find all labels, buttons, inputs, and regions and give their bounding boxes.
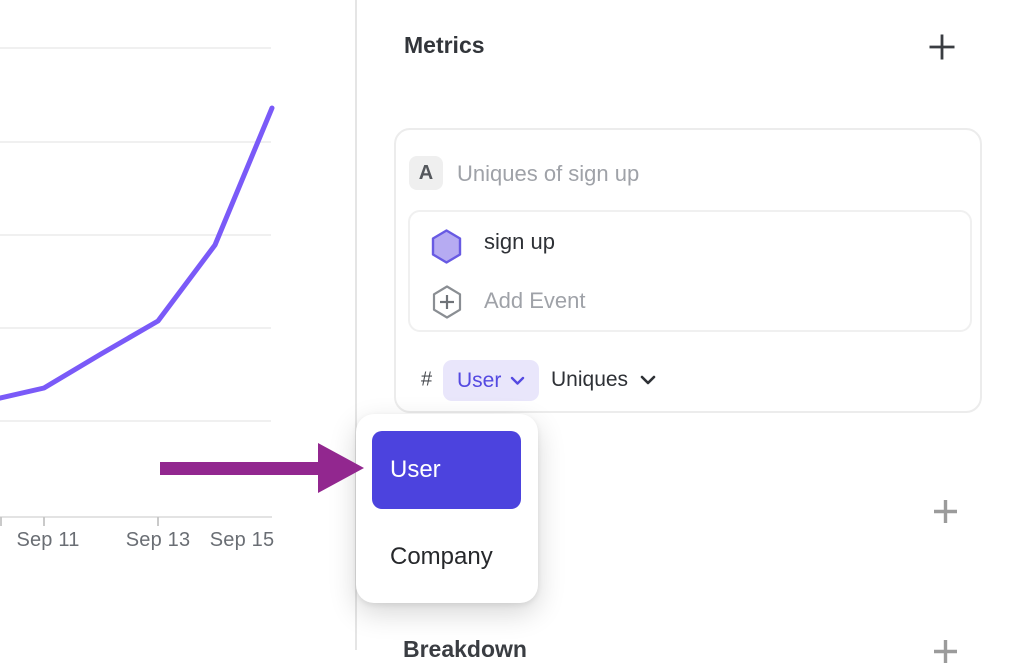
event-list-card: sign up Add Event bbox=[408, 210, 972, 332]
metric-card: A Uniques of sign up sign up Add Event # bbox=[394, 128, 982, 413]
metrics-section-title: Metrics bbox=[404, 32, 485, 58]
line-chart bbox=[0, 47, 275, 526]
chevron-down-icon bbox=[511, 376, 525, 385]
measure-row: # User Uniques bbox=[396, 356, 980, 404]
entity-selected-value: User bbox=[457, 368, 502, 392]
add-event-hexagon-plus-icon bbox=[432, 285, 462, 324]
event-name-label: sign up bbox=[484, 229, 555, 254]
add-breakdown-plus-icon[interactable] bbox=[933, 639, 958, 664]
x-axis-tick-label: Sep 15 bbox=[209, 529, 275, 551]
entity-selector[interactable]: User bbox=[443, 360, 539, 401]
aggregation-selector[interactable]: Uniques bbox=[551, 356, 656, 404]
aggregation-selected-value: Uniques bbox=[551, 368, 629, 391]
x-axis-tick-label: Sep 13 bbox=[125, 529, 191, 551]
number-prefix: # bbox=[421, 368, 433, 391]
add-event-label: Add Event bbox=[484, 288, 586, 313]
add-metric-plus-icon[interactable] bbox=[928, 33, 956, 61]
panel-divider bbox=[355, 0, 357, 650]
dropdown-option-label: User bbox=[390, 456, 441, 483]
entity-dropdown-menu: User Company bbox=[356, 414, 538, 603]
metric-name-placeholder[interactable]: Uniques of sign up bbox=[457, 161, 640, 186]
chevron-down-icon bbox=[640, 375, 656, 384]
dropdown-option-company[interactable]: Company bbox=[372, 526, 521, 588]
dropdown-option-label: Company bbox=[390, 543, 493, 570]
x-axis-tick-label: Sep 11 bbox=[16, 529, 80, 551]
add-event-button[interactable]: Add Event bbox=[410, 272, 970, 330]
metric-letter-badge: A bbox=[409, 156, 443, 190]
dropdown-option-user[interactable]: User bbox=[372, 431, 521, 509]
event-hexagon-icon bbox=[431, 229, 462, 269]
add-filter-plus-icon[interactable] bbox=[933, 499, 958, 524]
event-row-sign-up[interactable]: sign up bbox=[410, 212, 970, 272]
